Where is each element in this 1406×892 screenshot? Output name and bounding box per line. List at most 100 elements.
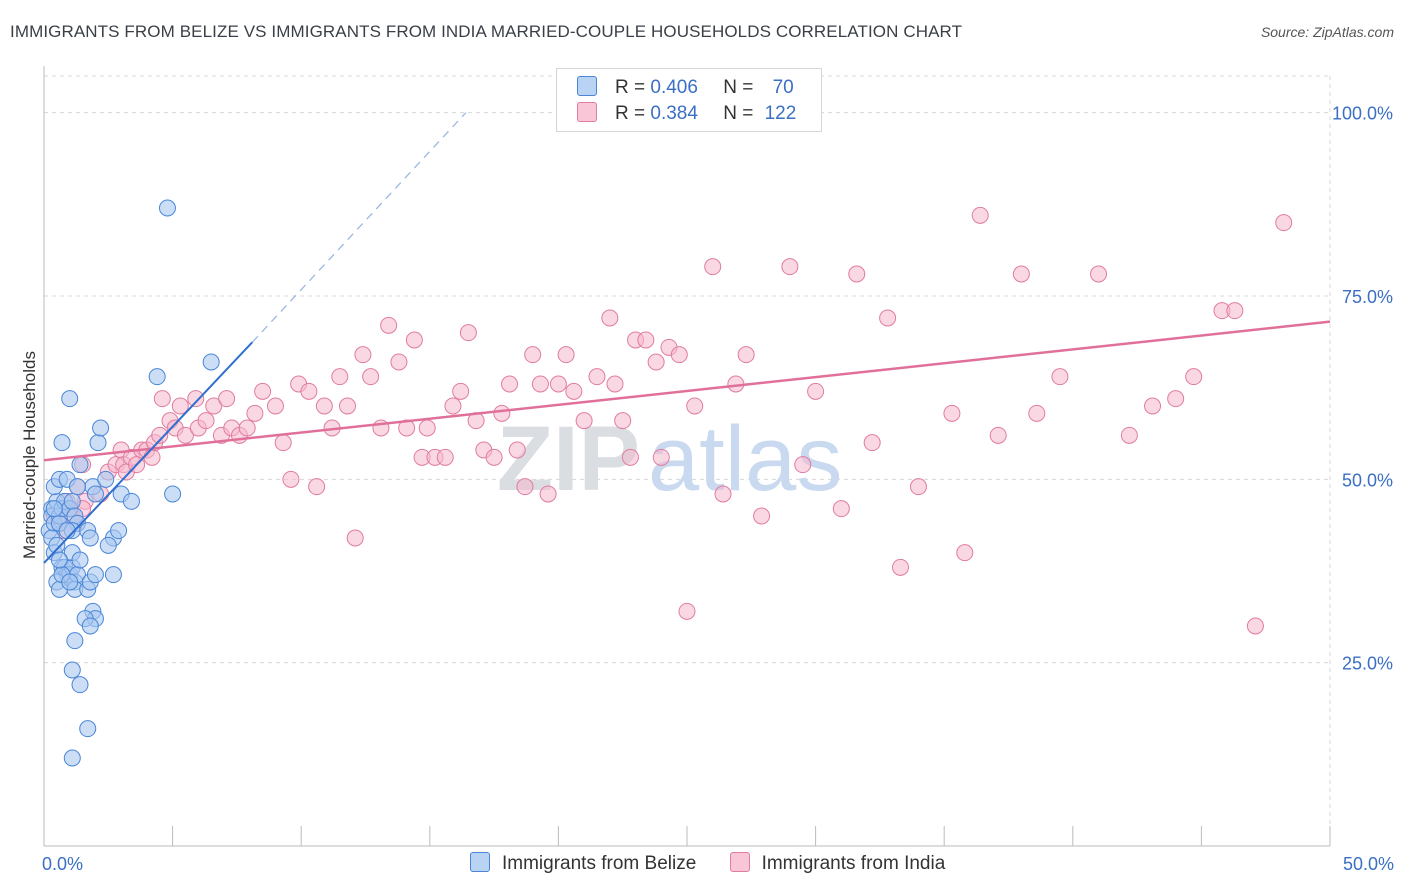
- india-point: [508, 441, 526, 459]
- india-point: [588, 368, 606, 386]
- india-point: [218, 390, 236, 408]
- india-point: [171, 397, 189, 415]
- india-legend-label: Immigrants from India: [761, 853, 946, 874]
- india-point: [1028, 404, 1046, 422]
- india-point: [614, 412, 632, 430]
- india-n-value: 122: [764, 103, 797, 124]
- y-tick-label: 75.0%: [1342, 287, 1393, 307]
- india-point: [832, 500, 850, 518]
- india-point: [1090, 265, 1108, 283]
- belize-point: [89, 434, 107, 452]
- series-legend: Immigrants from Belize Immigrants from I…: [470, 852, 973, 875]
- india-point: [151, 426, 169, 444]
- belize-point: [48, 536, 66, 554]
- belize-point: [61, 390, 79, 408]
- belize-point: [66, 632, 84, 650]
- belize-points: [40, 199, 220, 767]
- india-point: [524, 346, 542, 364]
- india-point: [670, 346, 688, 364]
- belize-point: [63, 492, 81, 510]
- india-n-label: N =: [723, 103, 754, 124]
- belize-point: [92, 419, 110, 437]
- axes-layer: [43, 66, 1331, 847]
- legend-item-belize: Immigrants from Belize: [470, 852, 696, 875]
- india-point: [686, 397, 704, 415]
- india-point: [1246, 617, 1264, 635]
- belize-point: [158, 199, 176, 217]
- india-point: [153, 390, 171, 408]
- india-point: [485, 448, 503, 466]
- india-point: [1051, 368, 1069, 386]
- india-point: [781, 258, 799, 276]
- y-axis-label: Married-couple Households: [20, 351, 39, 559]
- trend-layer: [43, 112, 1331, 564]
- india-point: [971, 206, 989, 224]
- india-point: [807, 382, 825, 400]
- india-point: [354, 346, 372, 364]
- india-point: [794, 456, 812, 474]
- belize-point: [110, 522, 128, 540]
- india-point: [197, 412, 215, 430]
- india-point: [452, 382, 470, 400]
- y-tick-label: 100.0%: [1332, 104, 1393, 124]
- belize-point: [81, 617, 99, 635]
- india-point: [176, 426, 194, 444]
- belize-n-label: N =: [723, 77, 754, 98]
- india-point: [943, 404, 961, 422]
- india-r-label: R =: [615, 103, 646, 124]
- india-points: [45, 206, 1293, 635]
- belize-point: [71, 456, 89, 474]
- belize-point: [68, 478, 86, 496]
- india-point: [637, 331, 655, 349]
- india-point: [346, 529, 364, 547]
- belize-point: [99, 536, 117, 554]
- belize-legend-swatch: [470, 852, 490, 872]
- india-point: [238, 419, 256, 437]
- legend-row-india: R = 0.384 N = 122: [577, 102, 796, 126]
- india-point: [606, 375, 624, 393]
- belize-trend-line: [43, 341, 254, 564]
- belize-point: [45, 500, 63, 518]
- india-point: [531, 375, 549, 393]
- india-point: [418, 419, 436, 437]
- belize-point: [148, 368, 166, 386]
- india-point: [274, 434, 292, 452]
- belize-r-label: R =: [615, 77, 646, 98]
- india-point: [557, 346, 575, 364]
- legend-row-belize: R = 0.406 N = 70: [577, 76, 794, 100]
- correlation-legend: R = 0.406 N = 70 R = 0.384 N = 122: [556, 68, 822, 132]
- belize-r-value: 0.406: [650, 77, 698, 98]
- belize-point: [202, 353, 220, 371]
- india-point: [254, 382, 272, 400]
- india-point: [315, 397, 333, 415]
- india-point: [575, 412, 593, 430]
- india-point: [1120, 426, 1138, 444]
- india-point: [601, 309, 619, 327]
- india-point: [1167, 390, 1185, 408]
- source-label: Source: ZipAtlas.com: [1260, 24, 1394, 40]
- india-point: [652, 448, 670, 466]
- india-trend-line: [43, 320, 1331, 462]
- belize-point: [63, 749, 81, 767]
- belize-point: [63, 661, 81, 679]
- india-point: [143, 448, 161, 466]
- india-point: [549, 375, 567, 393]
- india-point: [1185, 368, 1203, 386]
- india-point: [737, 346, 755, 364]
- india-point: [338, 397, 356, 415]
- india-point: [390, 353, 408, 371]
- belize-point: [122, 492, 140, 510]
- india-point: [1144, 397, 1162, 415]
- belize-swatch: [577, 76, 597, 96]
- india-point: [444, 397, 462, 415]
- belize-point: [71, 676, 89, 694]
- india-point: [891, 558, 909, 576]
- india-point: [989, 426, 1007, 444]
- india-point: [1226, 302, 1244, 320]
- india-point: [205, 397, 223, 415]
- india-point: [187, 390, 205, 408]
- india-point: [436, 448, 454, 466]
- india-point: [714, 485, 732, 503]
- belize-point: [71, 551, 89, 569]
